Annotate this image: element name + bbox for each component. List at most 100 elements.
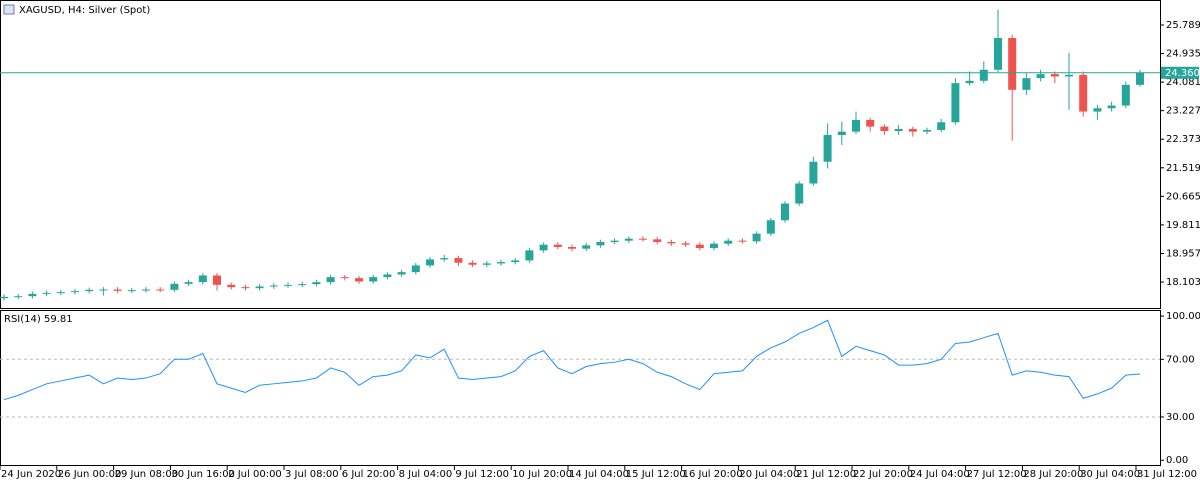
- candle-body: [951, 83, 960, 123]
- x-tick-label: 24 Jul 04:00: [910, 469, 970, 480]
- candle-body: [369, 277, 378, 282]
- candle-body: [568, 247, 576, 249]
- candle-body: [71, 291, 79, 293]
- candle-body: [1121, 84, 1130, 106]
- y-tick-label: 21.519: [1166, 163, 1200, 174]
- x-tick-label: 9 Jul 12:00: [455, 469, 509, 480]
- x-tick-label: 29 Jun 08:00: [115, 469, 179, 480]
- candle-body: [511, 260, 520, 263]
- x-tick-label: 16 Jul 20:00: [683, 469, 743, 480]
- rsi-line: [3, 319, 1141, 401]
- y-tick-label: 70.00: [1166, 354, 1195, 365]
- candle-body: [596, 242, 605, 246]
- x-tick-label: 15 Jul 12:00: [626, 469, 686, 480]
- x-tick-label: 30 Jul 04:00: [1080, 469, 1140, 480]
- candle-body: [653, 239, 662, 243]
- y-tick-label: 0.00: [1166, 455, 1188, 466]
- candle-body: [269, 285, 278, 287]
- candle-body: [852, 119, 860, 132]
- candle-body: [0, 296, 8, 299]
- candle-body: [681, 243, 690, 245]
- candle-body: [795, 183, 804, 204]
- candle-body: [923, 129, 931, 132]
- candle-body: [284, 284, 292, 286]
- candle-body: [809, 161, 818, 184]
- x-tick-label: 31 Jul 12:00: [1137, 469, 1197, 480]
- candle-body: [624, 238, 633, 241]
- y-tick-label: 18.103: [1166, 277, 1200, 288]
- candle-body: [979, 69, 988, 81]
- x-tick-label: 30 Jun 16:00: [171, 469, 235, 480]
- candle-body: [837, 131, 846, 135]
- x-tick-label: 21 Jul 12:00: [796, 469, 856, 480]
- y-tick-label: 19.811: [1166, 220, 1200, 231]
- y-tick-label: 24.935: [1166, 49, 1200, 60]
- candle-body: [695, 244, 704, 249]
- candle-body: [411, 265, 420, 273]
- candle-body: [823, 134, 832, 162]
- candle-body: [994, 37, 1002, 70]
- candle-body: [937, 122, 946, 130]
- main-panel: [0, 0, 1161, 309]
- x-tick-label: 6 Jul 20:00: [342, 469, 396, 480]
- x-tick-label: 8 Jul 04:00: [399, 469, 453, 480]
- candle-body: [724, 240, 733, 244]
- x-tick-label: 10 Jul 20:00: [512, 469, 572, 480]
- candle-body: [880, 126, 889, 131]
- candle-body: [255, 286, 264, 289]
- candle-body: [894, 128, 903, 131]
- x-tick-label: 24 Jun 2020: [1, 469, 61, 480]
- candle-body: [56, 292, 65, 294]
- candle-body: [113, 289, 122, 291]
- y-tick-label: 100.00: [1166, 311, 1200, 322]
- x-tick-label: 28 Jul 20:00: [1023, 469, 1083, 480]
- x-tick-label: 2 Jul 00:00: [228, 469, 282, 480]
- y-tick-label: 22.373: [1166, 134, 1200, 145]
- candle-body: [908, 128, 917, 132]
- candle-body: [85, 289, 94, 292]
- candle-body: [1093, 108, 1102, 112]
- rsi-panel: [0, 310, 1161, 466]
- candle-body: [582, 245, 591, 249]
- candle-body: [298, 284, 307, 286]
- candle-body: [1022, 78, 1031, 90]
- candle-body: [142, 289, 150, 291]
- x-tick-label: 20 Jul 04:00: [739, 469, 799, 480]
- y-tick-label: 18.957: [1166, 248, 1200, 259]
- candle-body: [340, 277, 349, 279]
- y-tick-label: 25.789: [1166, 20, 1200, 31]
- candle-body: [497, 262, 505, 264]
- candle-body: [738, 240, 747, 242]
- candle-body: [14, 296, 23, 298]
- candle-body: [213, 275, 221, 285]
- symbol-icon: [3, 4, 15, 15]
- y-tick-label: 23.227: [1166, 106, 1200, 117]
- candle-body: [482, 263, 491, 265]
- current-price-label: 24.360: [1165, 68, 1200, 79]
- candle-body: [639, 238, 647, 240]
- candle-body: [781, 203, 789, 221]
- candle-body: [28, 293, 37, 297]
- candle-body: [1050, 74, 1059, 77]
- candle-body: [1036, 74, 1045, 79]
- candle-body: [525, 250, 534, 261]
- candle-body: [440, 258, 449, 260]
- y-tick-label: 30.00: [1166, 412, 1195, 423]
- candle-body: [1008, 37, 1017, 90]
- candle-body: [383, 274, 392, 278]
- candle-body: [397, 272, 406, 275]
- candle-body: [99, 289, 108, 291]
- candle-body: [610, 240, 619, 243]
- candle-body: [355, 278, 363, 282]
- candle-body: [710, 243, 718, 249]
- candle-body: [667, 242, 676, 244]
- candle-body: [198, 275, 207, 283]
- x-tick-label: 27 Jul 12:00: [967, 469, 1027, 480]
- candle-body: [184, 282, 193, 284]
- x-tick-label: 14 Jul 04:00: [569, 469, 629, 480]
- candle-body: [42, 292, 51, 294]
- candle-body: [1107, 105, 1116, 109]
- candle-body: [326, 277, 335, 283]
